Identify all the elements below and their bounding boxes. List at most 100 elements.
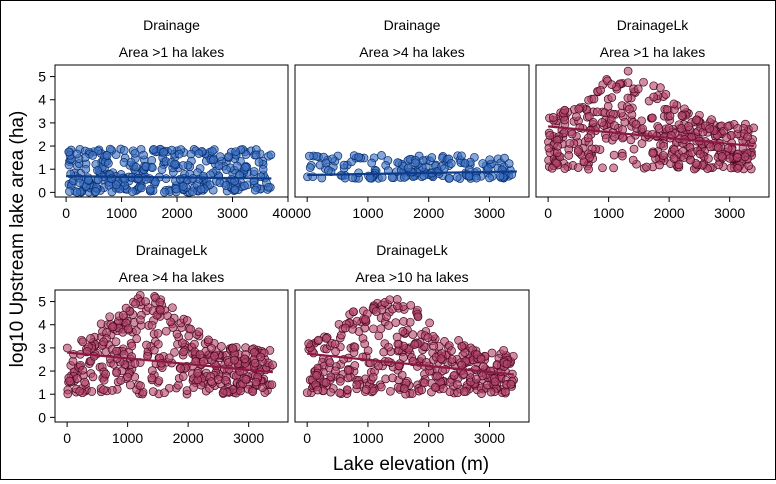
- data-point: [637, 139, 647, 148]
- x-tick-label: 2000: [654, 205, 685, 221]
- data-point: [669, 99, 679, 109]
- data-point: [553, 141, 563, 151]
- data-point: [108, 322, 118, 332]
- x-tick-label: 4000: [272, 205, 303, 221]
- data-point: [691, 115, 701, 125]
- data-point: [626, 135, 636, 145]
- data-point: [376, 324, 386, 334]
- x-tick-label: 0: [303, 430, 311, 446]
- data-point: [112, 346, 121, 356]
- data-point: [339, 160, 349, 170]
- data-point: [584, 164, 593, 174]
- data-point: [160, 388, 169, 398]
- data-point: [574, 104, 584, 114]
- data-point: [240, 354, 250, 364]
- data-point: [305, 151, 314, 161]
- data-point: [190, 339, 199, 349]
- data-point: [258, 164, 268, 174]
- data-point: [194, 149, 204, 158]
- data-point: [457, 341, 467, 351]
- data-point: [486, 387, 496, 397]
- data-point: [648, 113, 657, 123]
- data-point: [65, 187, 74, 196]
- data-point: [236, 386, 245, 396]
- data-point: [625, 104, 634, 114]
- data-point: [343, 366, 353, 375]
- data-point: [304, 339, 314, 348]
- data-point: [250, 185, 260, 195]
- data-point: [251, 150, 261, 160]
- data-point: [256, 352, 265, 362]
- data-point: [371, 307, 381, 316]
- y-tick-label: 5: [38, 294, 46, 310]
- data-point: [439, 164, 449, 173]
- data-point: [369, 324, 378, 334]
- data-point: [564, 151, 574, 160]
- data-point: [495, 171, 505, 181]
- data-point: [214, 161, 224, 171]
- data-point: [258, 383, 267, 392]
- data-point: [733, 124, 743, 133]
- trend-line: [547, 125, 754, 148]
- data-point: [196, 184, 206, 194]
- y-tick-label: 2: [38, 363, 46, 379]
- data-point: [254, 157, 264, 167]
- data-point: [328, 154, 337, 164]
- data-point: [377, 151, 386, 160]
- y-tick-label: 3: [38, 115, 46, 131]
- data-point: [430, 383, 440, 392]
- data-point: [142, 340, 151, 350]
- data-point: [623, 93, 633, 103]
- data-point: [153, 328, 163, 338]
- y-tick-label: 1: [38, 386, 46, 402]
- data-point: [714, 160, 723, 170]
- x-tick-label: 3000: [474, 205, 505, 221]
- data-point: [654, 123, 664, 133]
- data-point: [228, 343, 238, 353]
- data-point: [178, 338, 187, 348]
- data-point: [131, 162, 141, 172]
- data-point: [343, 373, 353, 383]
- data-point: [361, 315, 370, 324]
- trend-line: [307, 170, 517, 177]
- data-point: [134, 173, 143, 183]
- data-point: [695, 149, 705, 159]
- points: [544, 66, 759, 174]
- data-point: [342, 385, 352, 395]
- data-point: [130, 148, 140, 158]
- data-point: [331, 366, 340, 376]
- data-point: [178, 161, 188, 170]
- data-point: [251, 377, 261, 387]
- data-point: [447, 355, 457, 364]
- data-point: [326, 372, 336, 382]
- data-point: [548, 113, 558, 122]
- data-point: [266, 150, 276, 160]
- panel-2: Drainage Area >4 ha lakes 0 1000 2000 3000: [294, 17, 530, 221]
- data-point: [159, 148, 168, 157]
- data-point: [151, 177, 160, 187]
- data-point: [218, 388, 228, 398]
- data-point: [368, 372, 378, 382]
- data-point: [573, 163, 583, 172]
- data-point: [230, 355, 239, 365]
- data-point: [392, 295, 402, 304]
- data-point: [583, 133, 593, 143]
- data-point: [209, 155, 218, 165]
- data-point: [704, 154, 713, 163]
- data-point: [136, 315, 145, 325]
- data-point: [677, 111, 687, 120]
- data-point: [661, 90, 671, 99]
- y-tick-label: 5: [38, 69, 46, 85]
- data-point: [685, 155, 695, 165]
- data-point: [427, 153, 437, 162]
- data-point: [385, 295, 395, 305]
- data-point: [399, 384, 409, 393]
- data-point: [179, 347, 188, 357]
- y-tick-label: 0: [38, 409, 46, 425]
- data-point: [376, 382, 386, 392]
- data-point: [560, 164, 570, 173]
- data-point: [453, 380, 462, 389]
- data-point: [231, 147, 240, 157]
- data-point: [476, 354, 486, 364]
